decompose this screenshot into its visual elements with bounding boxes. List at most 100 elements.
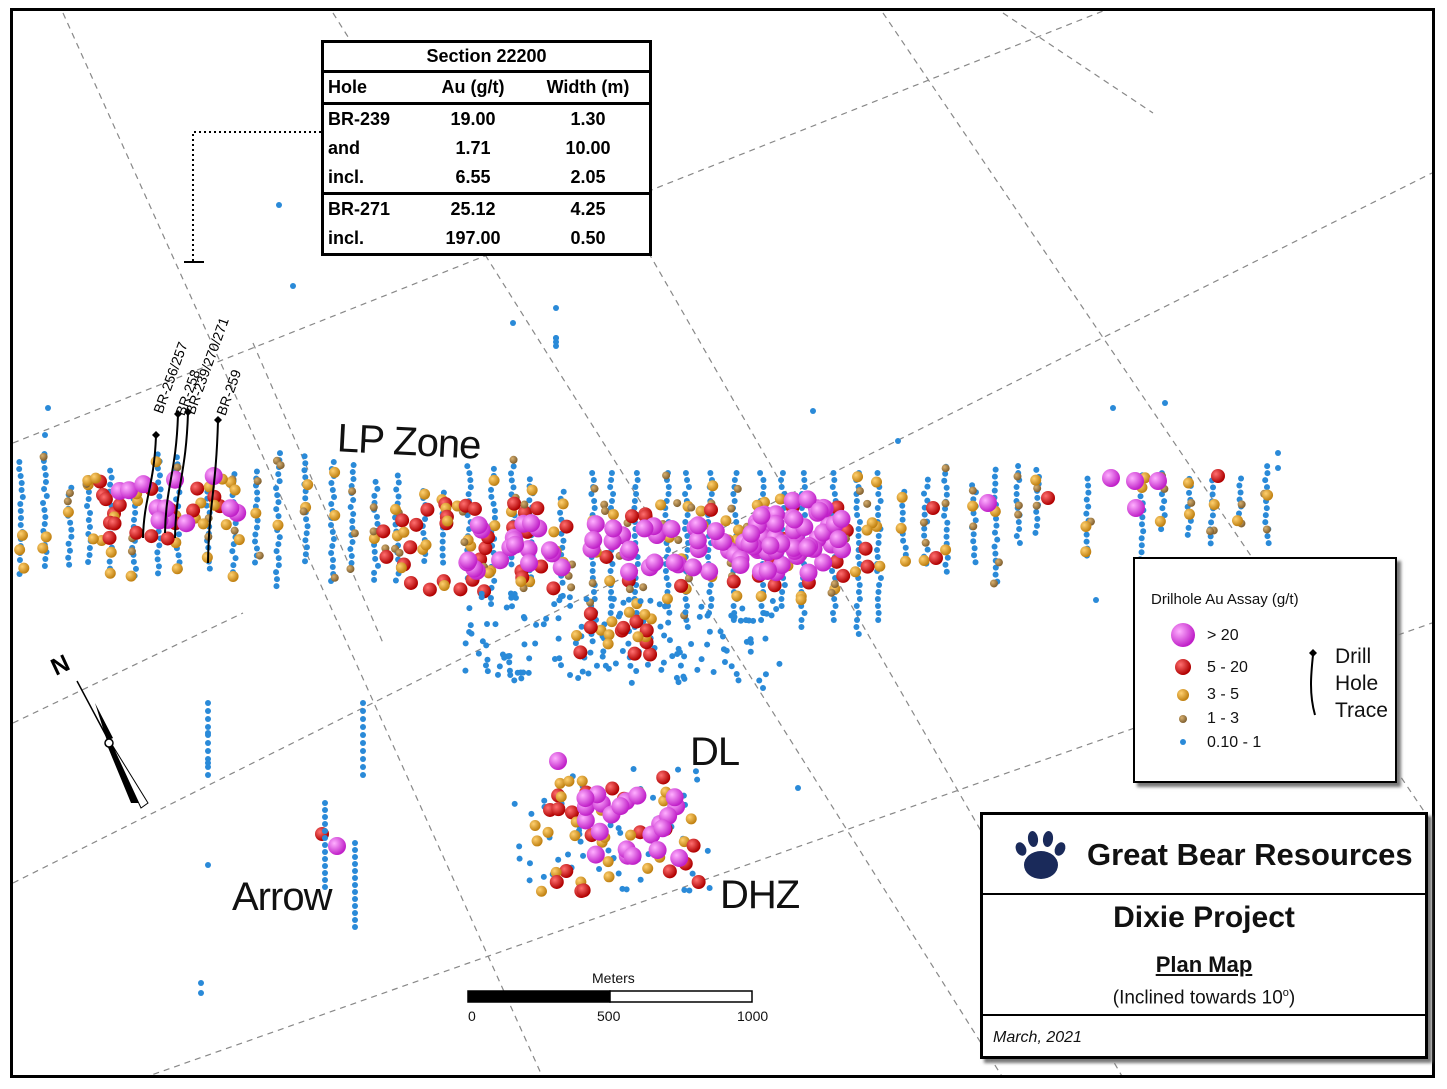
assay-point <box>556 655 563 662</box>
assay-point <box>331 493 338 500</box>
assay-point <box>1083 510 1090 517</box>
assay-point <box>302 537 309 544</box>
assay-point <box>863 499 872 508</box>
assay-point <box>17 500 24 507</box>
assay-point <box>1033 522 1040 529</box>
assay-point <box>593 662 600 669</box>
assay-point <box>772 555 791 574</box>
assay-point <box>801 484 808 490</box>
assay-point <box>874 505 881 511</box>
assay-point <box>511 677 518 684</box>
assay-point <box>589 568 596 574</box>
assay-point <box>681 675 688 682</box>
assay-point <box>924 497 931 504</box>
assay-point <box>704 641 711 648</box>
assay-point <box>858 541 873 556</box>
assay-point <box>18 562 30 574</box>
assay-point <box>645 553 664 572</box>
assay-point <box>439 545 446 552</box>
assay-point <box>874 603 881 609</box>
assay-point <box>555 635 562 642</box>
assay-point <box>272 519 284 531</box>
assay-point <box>902 544 909 551</box>
assay-point <box>689 870 696 877</box>
assay-point <box>970 531 977 538</box>
assay-point <box>760 484 767 490</box>
assay-point <box>607 484 614 490</box>
assay-point <box>875 540 882 546</box>
assay-point <box>830 580 839 589</box>
assay-point <box>348 553 355 560</box>
assay-point <box>762 671 769 678</box>
assay-point <box>104 567 116 579</box>
assay-point <box>637 876 644 883</box>
zone-label-dl: DL <box>690 730 740 774</box>
assay-point <box>488 493 495 500</box>
assay-point <box>761 610 768 617</box>
assay-point <box>635 519 654 538</box>
assay-point <box>551 802 566 817</box>
assay-point <box>623 606 635 618</box>
assay-point <box>623 846 642 865</box>
assay-point <box>559 579 566 586</box>
assay-point <box>521 641 528 648</box>
bear-paw-logo-icon <box>1015 831 1066 879</box>
assay-point <box>778 484 785 490</box>
assay-point <box>322 807 328 813</box>
legend-symbol-low <box>1180 739 1186 745</box>
assay-point <box>760 477 767 483</box>
assay-point <box>829 568 836 574</box>
assay-point <box>233 534 245 546</box>
assay-point <box>253 524 260 531</box>
assay-point <box>1206 527 1215 536</box>
assay-point <box>733 670 740 677</box>
assay-point <box>207 489 222 504</box>
assay-point <box>467 477 474 484</box>
assay-point <box>509 455 518 464</box>
assay-point <box>352 854 358 860</box>
assay-point <box>90 472 102 484</box>
assay-point <box>921 511 928 518</box>
assay-point <box>590 477 597 483</box>
assay-point <box>625 585 634 594</box>
assay-point <box>639 583 648 592</box>
assay-point <box>252 531 259 538</box>
assay-point <box>609 561 616 567</box>
assay-point <box>585 670 592 677</box>
assay-point <box>322 828 328 834</box>
assay-point <box>352 896 358 902</box>
assay-point <box>856 582 863 588</box>
assay-point <box>440 489 447 496</box>
assay-point <box>829 530 848 549</box>
assay-point <box>600 507 609 516</box>
assay-point <box>516 843 523 850</box>
assay-point <box>273 548 280 555</box>
assay-point <box>86 523 93 530</box>
assay-point <box>665 491 672 497</box>
assay-point <box>929 551 943 565</box>
assay-point <box>733 519 740 525</box>
assay-point <box>899 502 906 509</box>
assay-point <box>1138 549 1145 556</box>
assay-point <box>632 484 639 490</box>
assay-point <box>503 604 510 611</box>
assay-point <box>1034 494 1041 501</box>
assay-point <box>942 470 949 477</box>
assay-point <box>658 666 665 673</box>
assay-point <box>360 732 366 738</box>
assay-point <box>656 770 671 785</box>
assay-point <box>661 593 673 605</box>
table-row: incl. 6.55 2.05 <box>324 163 649 195</box>
assay-point <box>482 662 489 669</box>
assay-point <box>107 481 114 488</box>
assay-point <box>992 550 999 557</box>
assay-point <box>731 555 750 574</box>
title-block: Great Bear Resources Dixie Project Plan … <box>980 812 1428 1059</box>
assay-point <box>374 520 381 527</box>
assay-point <box>752 506 771 525</box>
assay-point <box>373 513 380 520</box>
drill-trace <box>174 412 189 539</box>
assay-point <box>993 522 1000 529</box>
legend-item-3to5: 3 - 5 <box>1207 686 1240 703</box>
